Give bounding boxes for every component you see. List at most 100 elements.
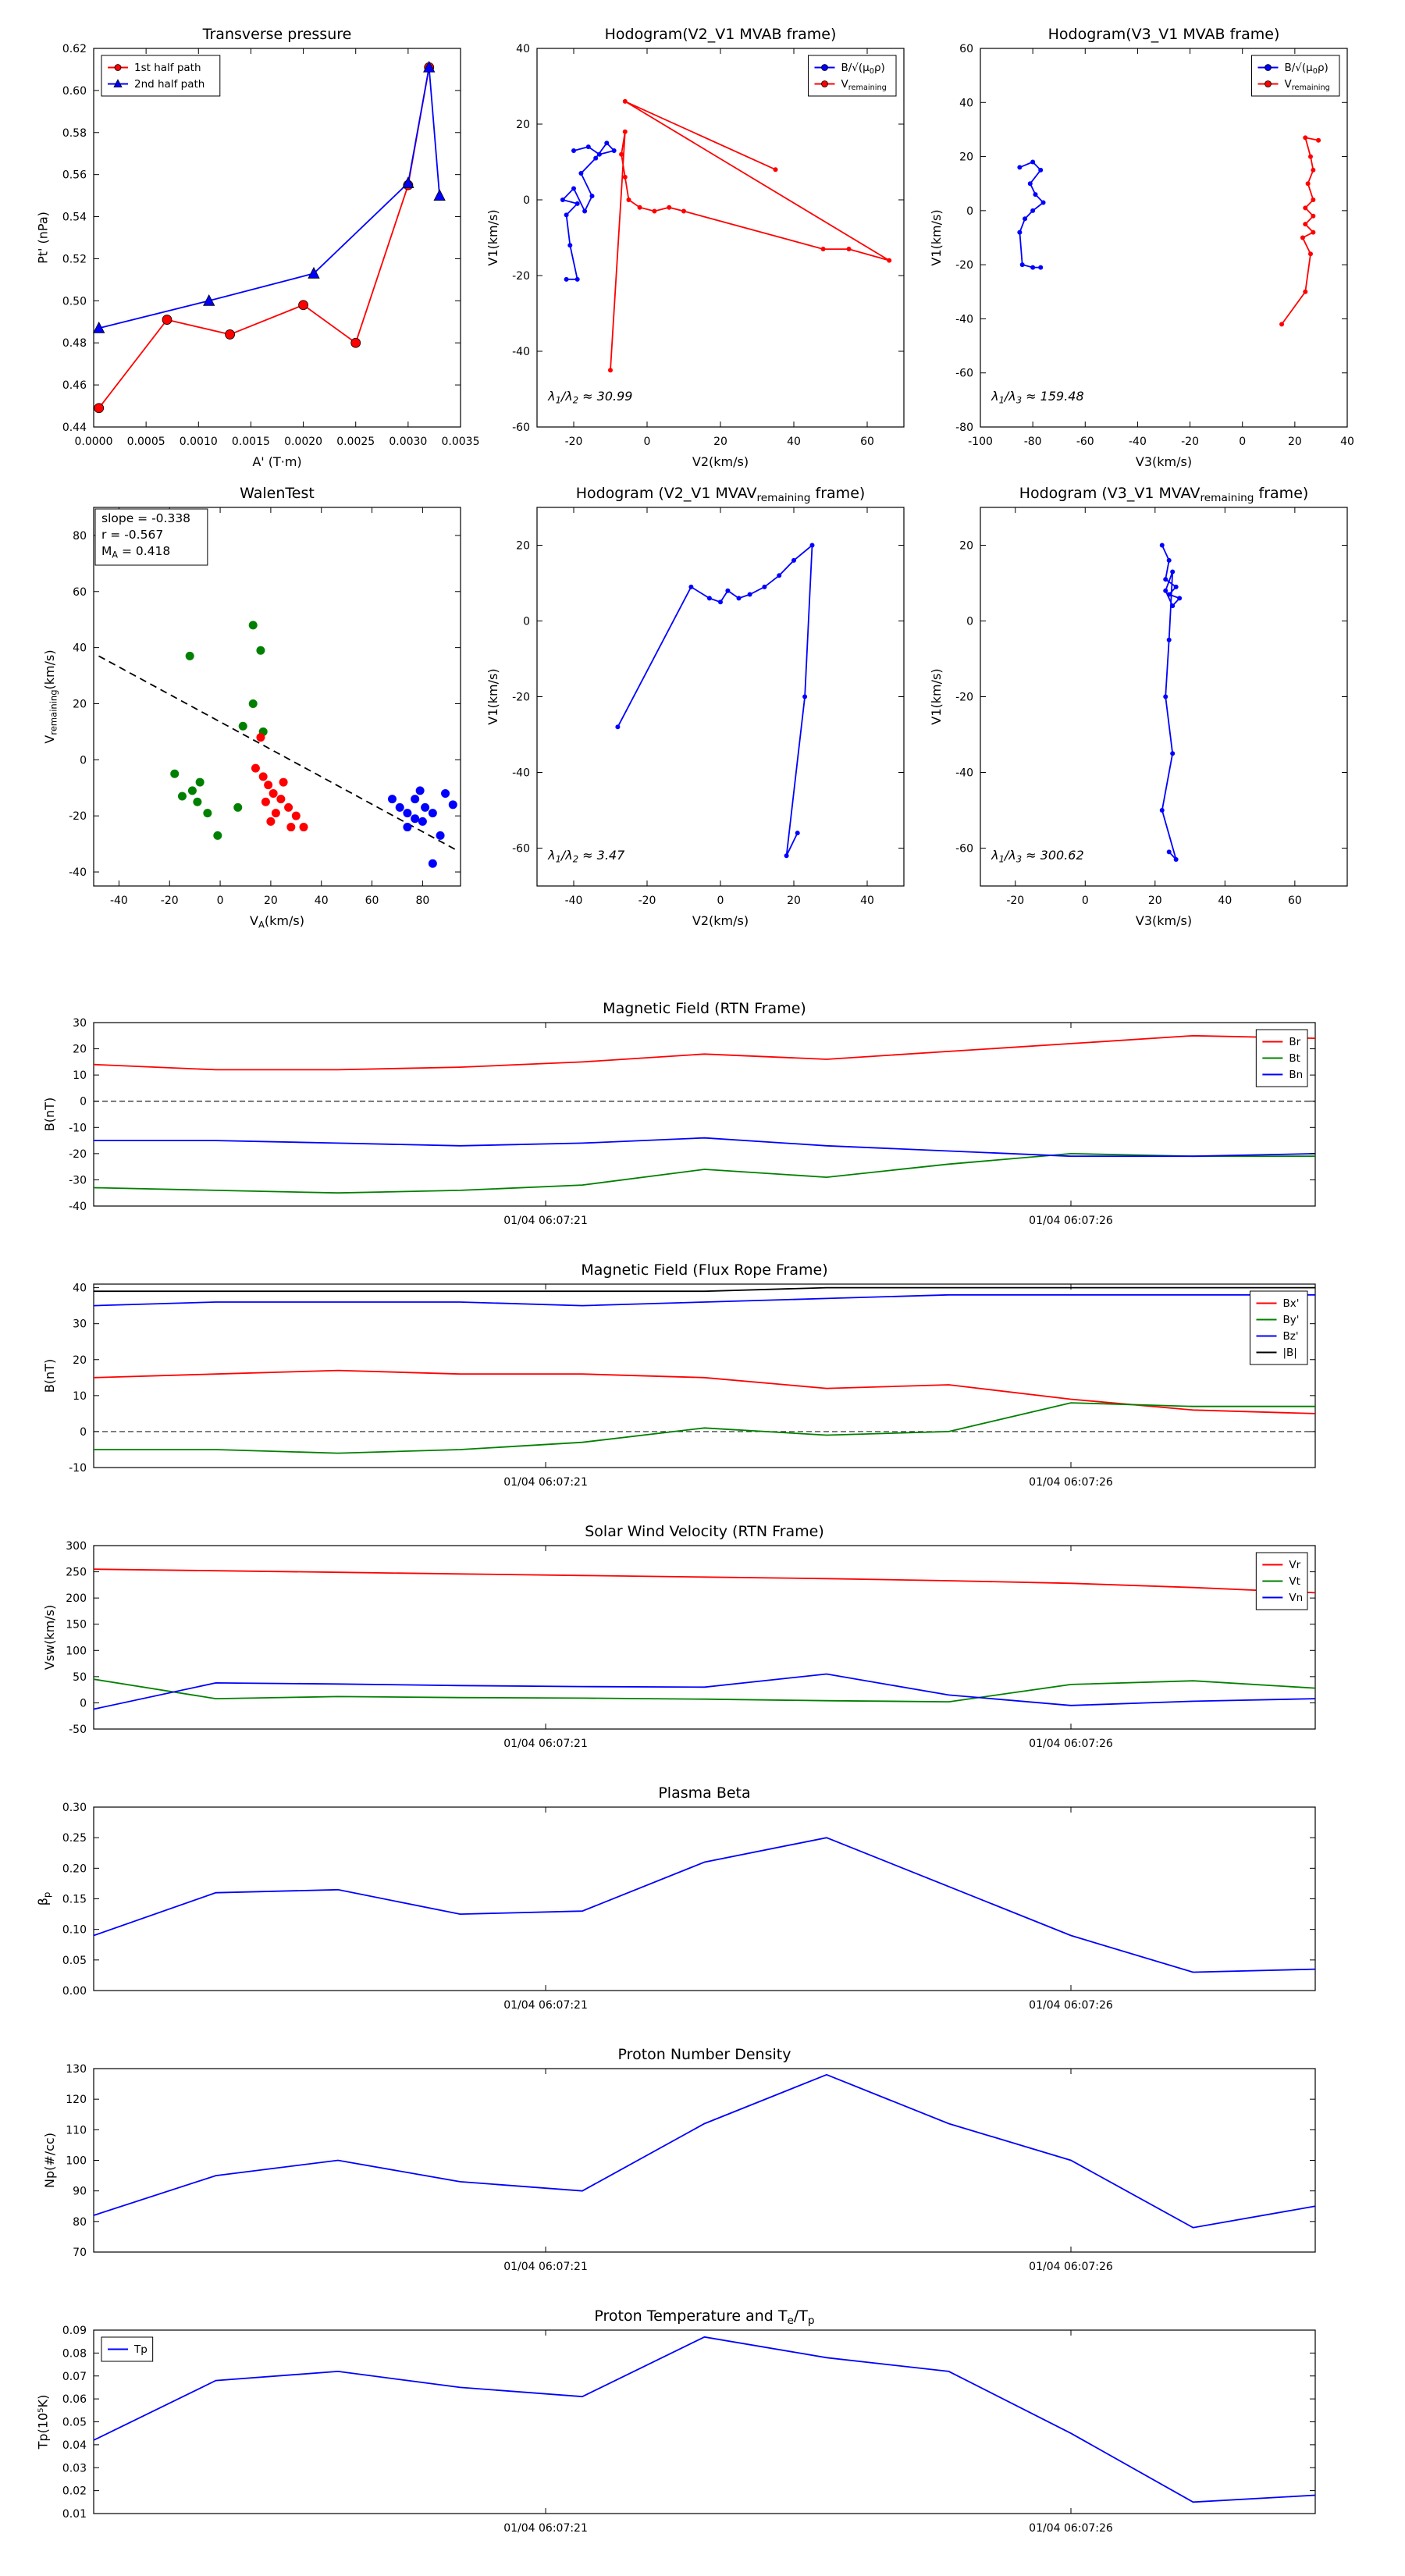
marker xyxy=(1303,205,1308,211)
marker xyxy=(213,831,222,840)
marker xyxy=(269,788,278,798)
x-tick-label: 60 xyxy=(365,895,379,907)
x-tick-label: 40 xyxy=(1340,436,1354,448)
marker xyxy=(622,98,628,104)
y-tick-label: 20 xyxy=(959,151,973,164)
y-tick-label: 10 xyxy=(73,1390,87,1403)
y-tick-label: 70 xyxy=(73,2247,87,2259)
marker xyxy=(846,247,852,252)
marker xyxy=(802,694,808,699)
y-tick-label: 0.08 xyxy=(62,2347,87,2360)
marker xyxy=(298,300,308,311)
legend-label: Tp xyxy=(133,2343,148,2356)
chart-title: Proton Number Density xyxy=(618,2046,791,2063)
y-tick-label: 80 xyxy=(73,2216,87,2229)
y-tick-label: -40 xyxy=(69,866,87,879)
y-tick-label: 0.00 xyxy=(62,1985,87,1998)
marker xyxy=(560,197,565,202)
marker xyxy=(762,584,767,589)
marker xyxy=(887,258,892,263)
series-By-prime xyxy=(94,1402,1315,1454)
x-tick-label: 0.0020 xyxy=(284,436,322,448)
marker xyxy=(251,763,260,773)
y-tick-label: 20 xyxy=(516,119,530,131)
chart-title: Magnetic Field (RTN Frame) xyxy=(603,1000,806,1017)
y-tick-label: 0.01 xyxy=(62,2508,87,2521)
series-Br xyxy=(93,1034,1316,1071)
y-tick-label: -40 xyxy=(955,767,973,780)
y-tick-label: 30 xyxy=(73,1017,87,1030)
marker xyxy=(448,800,457,809)
x-tick-label: 01/04 06:07:21 xyxy=(503,1999,588,2012)
series-B-magnitude xyxy=(94,1286,1315,1293)
y-tick-label: 0.05 xyxy=(62,2417,87,2429)
y-tick-label: 60 xyxy=(73,586,87,599)
y-tick-label: 0 xyxy=(523,194,530,207)
plot-area xyxy=(93,48,461,428)
panel-proton-density: 01/04 06:07:21 01/04 06:07:26 70 80 90 100 110… xyxy=(42,2046,1316,2273)
y-tick-label: -60 xyxy=(512,843,530,856)
marker xyxy=(571,186,576,191)
chart-title: Proton Temperature and Te/Tp xyxy=(594,2307,814,2327)
x-tick-label: 60 xyxy=(860,436,874,448)
series-beta-p xyxy=(93,1837,1316,1973)
y-axis-label: Vsw(km/s) xyxy=(42,1605,57,1670)
y-tick-label: -20 xyxy=(955,259,973,272)
y-tick-label: -60 xyxy=(955,843,973,856)
y-tick-label: 20 xyxy=(73,1354,87,1367)
marker xyxy=(821,80,828,87)
series-2nd-half-path xyxy=(98,67,440,329)
marker xyxy=(415,786,425,795)
y-tick-label: 20 xyxy=(959,540,973,553)
marker xyxy=(1311,167,1316,173)
x-tick-label: 40 xyxy=(860,895,874,907)
x-tick-label: 01/04 06:07:21 xyxy=(503,2261,588,2273)
marker xyxy=(1038,167,1044,173)
y-tick-label: -20 xyxy=(512,270,530,283)
y-tick-label: 0.46 xyxy=(62,379,87,392)
x-tick-label: 01/04 06:07:26 xyxy=(1029,1738,1113,1750)
y-tick-label: 0 xyxy=(80,1426,87,1439)
x-tick-label: 01/04 06:07:21 xyxy=(503,1476,588,1489)
marker xyxy=(688,584,694,589)
x-axis-label: V3(km/s) xyxy=(1136,454,1192,469)
y-tick-label: 0.44 xyxy=(62,422,87,434)
marker xyxy=(1030,208,1036,213)
marker xyxy=(1308,251,1313,257)
y-tick-label: 0.62 xyxy=(62,43,87,55)
marker xyxy=(1303,135,1308,141)
y-axis-label: V1(km/s) xyxy=(929,668,944,724)
y-axis-label: Vremaining(km/s) xyxy=(42,649,59,743)
legend-label: By' xyxy=(1283,1314,1300,1326)
marker xyxy=(1308,154,1313,159)
panel-vsw-rtn: 01/04 06:07:21 01/04 06:07:26 -50 0 50 100 150… xyxy=(42,1523,1316,1750)
y-tick-label: -20 xyxy=(69,810,87,823)
marker xyxy=(193,797,202,806)
y-tick-label: 100 xyxy=(66,2155,87,2168)
y-tick-label: 0.60 xyxy=(62,85,87,98)
legend-label: Vremaining xyxy=(1284,78,1329,92)
marker xyxy=(1166,592,1172,597)
x-tick-label: 0 xyxy=(1239,436,1246,448)
x-tick-label: 01/04 06:07:26 xyxy=(1029,2261,1113,2273)
marker xyxy=(113,79,123,87)
annotation: λ1/λ2 ≈ 30.99 xyxy=(547,389,632,406)
series-Tp xyxy=(93,2336,1316,2503)
y-tick-label: 0 xyxy=(523,616,530,628)
y-tick-label: -40 xyxy=(512,346,530,358)
y-tick-label: 0.06 xyxy=(62,2393,87,2406)
marker xyxy=(725,588,731,593)
marker xyxy=(276,795,286,804)
marker xyxy=(162,315,173,325)
legend-label: B/√(μ0ρ) xyxy=(1284,62,1328,76)
marker xyxy=(622,174,628,180)
x-tick-label: -80 xyxy=(1024,436,1042,448)
y-tick-label: 0.20 xyxy=(62,1863,87,1875)
marker xyxy=(784,853,789,859)
y-tick-label: 0.03 xyxy=(62,2462,87,2475)
y-tick-label: 60 xyxy=(959,43,973,55)
marker xyxy=(585,144,591,150)
marker xyxy=(777,573,782,578)
series-V-remaining xyxy=(610,101,890,371)
marker xyxy=(1019,262,1025,268)
